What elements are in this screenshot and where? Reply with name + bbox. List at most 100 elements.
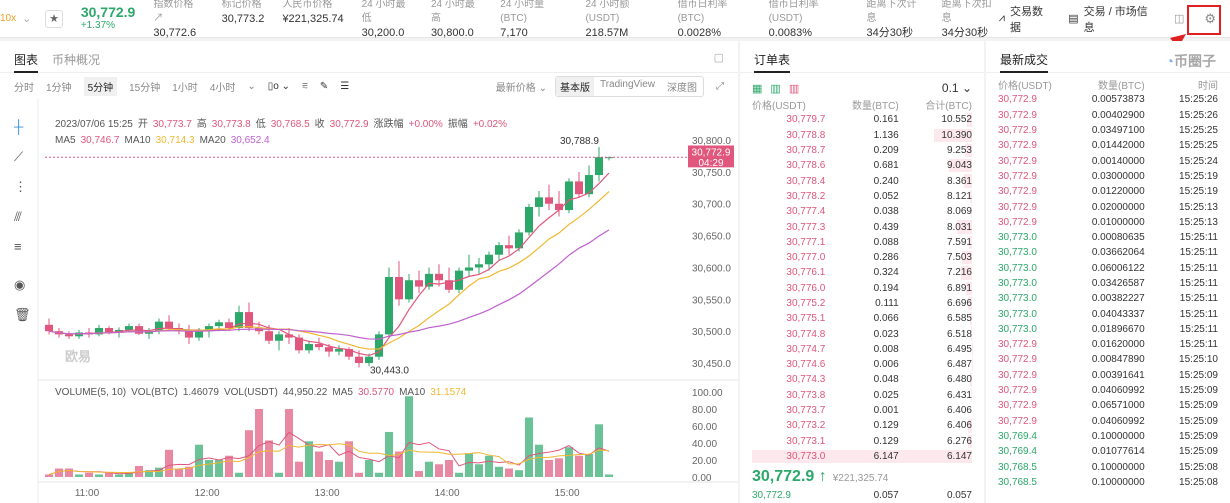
orderbook-row[interactable]: 30,773.1 0.129 6.276 — [786, 434, 972, 448]
leverage-badge[interactable]: 10x — [0, 13, 17, 24]
volume-bar — [445, 460, 453, 477]
chevron-down-icon[interactable]: ⌄ — [22, 13, 32, 25]
settings-list-icon[interactable]: ☰ — [340, 80, 350, 92]
orderbook-row[interactable]: 30,772.9 0.057 0.057 — [752, 490, 972, 502]
trend-line-icon[interactable]: ⟋ — [14, 149, 24, 164]
volume-bar — [155, 467, 163, 477]
trade-row: 30,773.0 0.01896670 15:25:11 — [998, 323, 1218, 335]
orderbook-row[interactable]: 30,776.0 0.194 6.891 — [786, 281, 972, 295]
dots-icon[interactable]: ⋮ — [14, 179, 27, 194]
volume-bar — [605, 474, 613, 477]
price-type-select[interactable]: 最新价格 ⌄ — [495, 82, 547, 94]
bids-view-icon[interactable]: ▥ — [770, 82, 781, 95]
interval-option[interactable]: 1小时 — [172, 82, 198, 94]
chevron-down-icon[interactable]: ⌄ — [247, 80, 256, 92]
depth-bar — [752, 449, 972, 464]
candle — [355, 356, 363, 364]
chart-info-text: 高 — [197, 117, 207, 130]
orderbook-row[interactable]: 30,773.0 6.147 6.147 — [740, 449, 984, 464]
candlestick-chart[interactable]: 30,800.0 30,750.0 30,700.0 30,650.0 30,600.0… — [0, 99, 738, 503]
indicator-icon[interactable]: ⩳ — [302, 80, 308, 92]
orderbook-row[interactable]: 30,778.4 0.240 8.361 — [786, 174, 972, 188]
chart-info-text: 振幅 — [448, 117, 468, 130]
chart-info-text: 44,950.22 — [283, 387, 328, 398]
chart-info-text: 30,746.7 — [81, 135, 120, 146]
interval-option[interactable]: 1分钟 — [46, 82, 72, 94]
trade-data-link[interactable]: ⩘ 交易数据 — [998, 5, 1043, 34]
settings-gear-icon[interactable]: ⚙ — [1204, 10, 1217, 26]
orderbook-row[interactable]: 30,775.2 0.111 6.696 — [786, 296, 972, 311]
orderbook-row[interactable]: 30,774.6 0.006 6.487 — [786, 358, 972, 372]
orderbook-row[interactable]: 30,774.7 0.008 6.495 — [786, 342, 972, 357]
view-option[interactable]: TradingView — [599, 78, 655, 90]
crosshair-icon[interactable]: ┼ — [13, 119, 24, 135]
orderbook-row[interactable]: 30,777.0 0.286 7.503 — [786, 250, 972, 265]
view-option[interactable]: 深度图 — [667, 82, 697, 94]
chart-info-text: 30,652.4 — [231, 135, 270, 146]
trade-row: 30,768.5 0.10000000 15:25:08 — [998, 461, 1218, 473]
eye-icon[interactable]: ◉ — [14, 277, 25, 292]
asks-view-icon[interactable]: ▥ — [788, 82, 800, 95]
chart-info-text: 30,773.7 — [153, 119, 192, 130]
fullscreen-icon[interactable]: ⤢ — [716, 80, 724, 92]
orderbook-header[interactable]: 价格(USDT) 数量(BTC) 合计(BTC) — [752, 101, 972, 113]
orderbook-row[interactable]: 30,779.7 0.161 10.552 — [786, 113, 972, 127]
interval-option[interactable]: 15分钟 — [129, 82, 161, 94]
orderbook-row[interactable]: 30,776.1 0.324 7.216 — [786, 266, 972, 280]
candle — [495, 245, 503, 255]
pattern-icon[interactable]: ⫻ — [14, 209, 22, 224]
orderbook-row[interactable]: 30,773.7 0.001 6.406 — [786, 403, 972, 418]
countdown-text: 04:29 — [698, 158, 723, 169]
interval-option[interactable]: 5分钟 — [83, 76, 118, 96]
orderbook-row[interactable]: 30,774.3 0.048 6.480 — [786, 373, 972, 387]
precision-select[interactable]: 0.1 ⌄ — [941, 81, 972, 95]
stat-item: 借币日利率(USDT) 0.0083% — [768, 0, 819, 39]
orderbook-row[interactable]: 30,778.7 0.209 9.253 — [786, 143, 972, 158]
interval-option[interactable]: 分时 — [14, 82, 34, 94]
volume-bar — [525, 417, 533, 477]
orderbook-row[interactable]: 30,773.2 0.129 6.406 — [786, 419, 972, 433]
volume-bar — [405, 396, 413, 477]
candle — [295, 337, 303, 351]
layout-icon[interactable]: ◫ — [1173, 13, 1185, 25]
candle — [285, 334, 293, 338]
volume-tick: 80.00 — [692, 405, 717, 416]
market-info-link[interactable]: ▤ 交易 / 市场信息 — [1068, 5, 1148, 34]
favorite-star-icon[interactable]: ★ — [45, 9, 63, 28]
view-option[interactable]: 基本版 — [555, 76, 594, 96]
orderbook-row[interactable]: 30,773.8 0.025 6.431 — [786, 388, 972, 402]
trade-row: 30,772.9 0.04060992 15:25:09 — [998, 415, 1218, 427]
lines-icon[interactable]: ≡ — [14, 239, 22, 254]
orderbook-row[interactable]: 30,775.1 0.066 6.585 — [786, 312, 972, 326]
volume-bar — [205, 460, 213, 477]
pencil-icon[interactable]: ✎ — [319, 80, 329, 92]
trade-row: 30,773.0 0.00382227 15:25:11 — [998, 293, 1218, 305]
trash-icon[interactable]: 🗑 — [14, 307, 31, 322]
candle — [365, 356, 373, 364]
stat-item: 24 小时最高 30,800.0 — [430, 0, 475, 39]
tab-coin-overview[interactable]: 币种概况 — [52, 53, 101, 67]
volume-bar — [45, 474, 53, 477]
volume-bar — [365, 460, 373, 477]
candle-type-icon[interactable]: ▯o ⌄ — [267, 80, 290, 92]
candle — [375, 334, 383, 357]
candle — [565, 181, 573, 211]
chart-info-text: MA5 — [332, 387, 353, 398]
orderbook-row[interactable]: 30,777.1 0.088 7.591 — [786, 235, 972, 249]
interval-option[interactable]: 4小时 — [209, 82, 236, 94]
candle — [215, 322, 223, 327]
volume-bar — [285, 409, 293, 477]
orderbook-row[interactable]: 30,778.2 0.052 8.121 — [786, 189, 972, 204]
orderbook-row[interactable]: 30,777.3 0.439 8.031 — [786, 220, 972, 234]
orderbook-row[interactable]: 30,778.6 0.681 9.043 — [786, 159, 972, 173]
orderbook-row[interactable]: 30,777.4 0.038 8.069 — [786, 205, 972, 219]
orderbook-row[interactable]: 30,774.8 0.023 6.518 — [786, 327, 972, 341]
both-sides-view-icon[interactable]: ▦ — [752, 82, 763, 95]
window-icon[interactable]: ▢ — [713, 52, 724, 64]
trade-row: 30,772.9 0.00402900 15:25:26 — [998, 109, 1218, 121]
last-price: 30,772.9 +1.37% — [80, 3, 136, 31]
price-tick: 30,800.0 — [692, 136, 731, 147]
orderbook-row[interactable]: 30,778.8 1.136 10.390 — [786, 128, 972, 142]
candle — [555, 203, 563, 211]
tab-chart[interactable]: 图表 — [14, 51, 39, 73]
